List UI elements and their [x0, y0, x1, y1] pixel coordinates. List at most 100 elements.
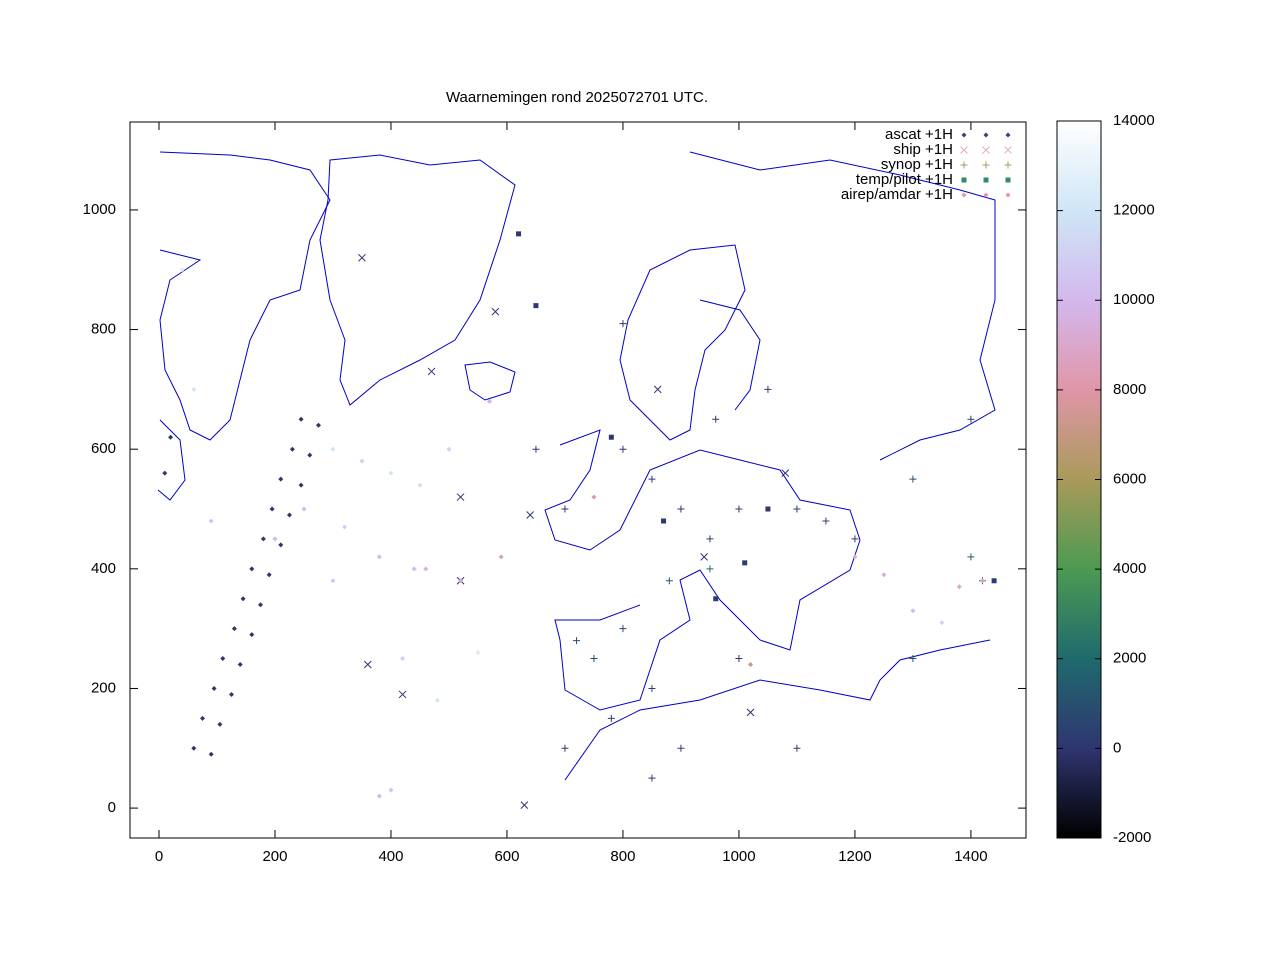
marker-shape — [260, 536, 266, 542]
marker-shape — [909, 655, 917, 663]
marker-shape — [983, 177, 989, 183]
marker-shape — [342, 524, 348, 530]
marker-shape — [982, 161, 990, 169]
observation-point — [573, 637, 581, 645]
observation-point — [852, 554, 858, 560]
observation-point — [423, 566, 429, 572]
legend-label: airep/amdar +1H — [841, 186, 953, 203]
observation-point — [765, 506, 771, 512]
observation-point — [458, 578, 464, 584]
y-tick-label: 0 — [108, 799, 116, 816]
marker-shape — [653, 385, 662, 394]
marker-shape — [648, 774, 656, 782]
legend-label: temp/pilot +1H — [856, 171, 953, 188]
observation-point — [491, 307, 500, 316]
marker-shape — [217, 721, 223, 727]
marker-shape — [748, 662, 754, 668]
colorbar-tick-label: -2000 — [1113, 829, 1151, 846]
marker-shape — [286, 512, 292, 518]
observation-point — [307, 452, 313, 458]
colorbar-tick-label: 12000 — [1113, 202, 1155, 219]
marker-shape — [191, 386, 197, 392]
observation-point — [298, 416, 304, 422]
marker-shape — [307, 452, 313, 458]
marker-shape — [851, 535, 859, 543]
marker-shape — [591, 494, 597, 500]
marker-shape — [388, 470, 394, 476]
marker-shape — [211, 685, 217, 691]
observation-point — [330, 446, 336, 452]
marker-shape — [516, 231, 522, 237]
coastline-greenland — [319, 154, 516, 406]
marker-shape — [735, 505, 743, 513]
observation-point — [793, 505, 801, 513]
colorbar-tick-label: 8000 — [1113, 381, 1146, 398]
marker-shape — [764, 385, 772, 393]
observation-point — [199, 715, 205, 721]
marker-shape — [315, 422, 321, 428]
marker-shape — [765, 506, 771, 512]
observation-point — [967, 553, 975, 561]
observation-point — [706, 535, 714, 543]
observation-point — [742, 560, 748, 566]
observation-point — [211, 685, 217, 691]
observation-point — [487, 398, 493, 404]
marker-shape — [168, 434, 174, 440]
observation-point — [881, 572, 887, 578]
marker-shape — [983, 192, 989, 198]
legend-symbol — [961, 192, 967, 198]
marker-shape — [359, 458, 365, 464]
marker-shape — [179, 267, 185, 273]
legend-symbol — [983, 132, 989, 138]
coastline-arctic-canada — [157, 151, 331, 501]
marker-shape — [561, 744, 569, 752]
marker-shape — [881, 572, 887, 578]
observation-point — [342, 524, 348, 530]
marker-shape — [956, 584, 962, 590]
observation-point — [665, 577, 673, 585]
observation-point — [228, 691, 234, 697]
legend-symbol — [1005, 192, 1011, 198]
marker-shape — [427, 367, 436, 376]
x-tick-label: 1000 — [722, 848, 755, 865]
marker-shape — [269, 506, 275, 512]
marker-shape — [398, 690, 407, 699]
observation-point — [939, 620, 945, 626]
observation-point — [516, 231, 522, 237]
observation-point — [608, 434, 614, 440]
observation-point — [217, 721, 223, 727]
marker-shape — [961, 177, 967, 183]
marker-shape — [960, 161, 968, 169]
observation-point — [359, 458, 365, 464]
x-tick-label: 0 — [155, 848, 163, 865]
coastline-russia — [689, 151, 996, 461]
marker-shape — [191, 745, 197, 751]
marker-shape — [982, 146, 990, 154]
legend-symbol — [960, 146, 968, 154]
marker-shape — [648, 684, 656, 692]
observation-point — [298, 482, 304, 488]
observation-point — [388, 787, 394, 793]
marker-shape — [967, 553, 975, 561]
observation-point — [619, 445, 627, 453]
marker-shape — [491, 307, 500, 316]
marker-shape — [162, 470, 168, 476]
observation-point — [286, 512, 292, 518]
marker-shape — [793, 744, 801, 752]
coastline-europe — [544, 429, 861, 711]
observation-point — [266, 572, 272, 578]
x-tick-label: 1200 — [838, 848, 871, 865]
observation-point — [748, 662, 754, 668]
legend-label: ascat +1H — [885, 126, 953, 143]
observation-point — [363, 660, 372, 669]
observation-point — [735, 655, 743, 663]
marker-shape — [713, 596, 719, 602]
legend-symbol — [1004, 146, 1012, 154]
marker-shape — [793, 505, 801, 513]
observation-point — [237, 662, 243, 668]
marker-shape — [533, 303, 539, 309]
observation-point — [249, 632, 255, 638]
y-tick-label: 600 — [91, 440, 116, 457]
